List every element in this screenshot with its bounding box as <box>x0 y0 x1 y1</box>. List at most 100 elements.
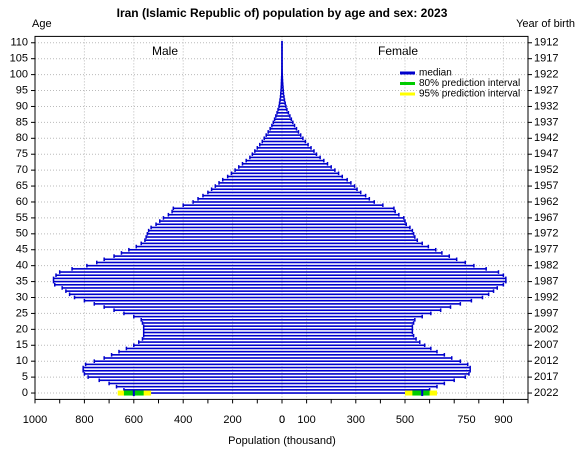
bar <box>282 389 430 391</box>
bar <box>282 191 361 194</box>
bar <box>144 239 282 241</box>
bar <box>279 105 282 108</box>
bar <box>282 261 466 264</box>
bar <box>282 379 455 382</box>
bar <box>104 306 282 308</box>
bar <box>282 382 445 385</box>
bar <box>104 258 282 261</box>
bar <box>143 328 282 331</box>
bar <box>114 309 282 312</box>
bar <box>282 143 309 146</box>
x-tick-label: 600 <box>125 414 143 426</box>
bar <box>282 112 289 114</box>
bar <box>282 242 423 245</box>
bar <box>282 229 413 232</box>
bar <box>99 379 282 382</box>
bar <box>53 277 283 280</box>
bar <box>282 369 471 372</box>
bar <box>282 277 506 280</box>
bar <box>282 296 483 299</box>
y-tick-label: 55 <box>16 212 28 224</box>
y2-tick-label: 1912 <box>534 37 558 49</box>
bar <box>104 357 282 359</box>
bar <box>282 245 429 248</box>
y2-tick-label: 2002 <box>534 323 558 335</box>
bar <box>282 162 328 165</box>
x-tick-label: 500 <box>396 414 414 426</box>
plot-frame <box>34 35 529 400</box>
bar <box>74 296 283 299</box>
bar <box>84 373 283 375</box>
bar <box>126 347 282 350</box>
bar <box>282 207 394 210</box>
bar <box>282 385 437 388</box>
bar <box>136 245 282 248</box>
y2-tick-label: 1997 <box>534 307 558 319</box>
x-tick-label: 900 <box>494 414 512 426</box>
y-tick-label: 90 <box>16 100 28 112</box>
bar <box>282 287 498 289</box>
x-tick-label: 100 <box>297 414 315 426</box>
bar <box>282 220 405 222</box>
bar <box>282 366 471 369</box>
bar <box>141 242 282 245</box>
bar <box>222 178 282 181</box>
bar <box>282 169 335 171</box>
x-axis-label: Population (thousand) <box>228 435 336 447</box>
bar <box>59 271 283 273</box>
bar <box>143 331 282 334</box>
bar <box>282 108 287 111</box>
bar <box>282 159 324 162</box>
bar <box>84 299 283 302</box>
bar <box>133 315 282 318</box>
y2-tick-label: 1922 <box>534 69 558 81</box>
bar <box>282 131 299 133</box>
bar <box>118 350 282 353</box>
bar <box>172 210 282 213</box>
bar <box>282 306 451 308</box>
bar <box>282 363 468 366</box>
bar <box>156 223 282 226</box>
bar <box>282 201 375 203</box>
bar <box>252 153 282 156</box>
bar <box>282 127 297 130</box>
bar <box>123 312 282 315</box>
bar <box>282 121 293 124</box>
bar <box>278 108 282 111</box>
bar <box>219 182 282 184</box>
bar <box>282 102 286 105</box>
y-tick-label: 110 <box>10 37 28 49</box>
bar <box>282 210 396 213</box>
y-tick-label: 80 <box>16 132 28 144</box>
y-tick-label: 85 <box>16 116 28 128</box>
bar <box>282 309 441 312</box>
bar <box>282 264 474 267</box>
bar <box>282 213 399 216</box>
y2-tick-label: 1952 <box>534 164 558 176</box>
bar <box>282 172 339 175</box>
bar <box>282 217 404 219</box>
y2-tick-label: 1992 <box>534 291 558 303</box>
bar <box>121 252 282 254</box>
bar <box>159 220 282 222</box>
bar <box>282 322 414 324</box>
bar <box>282 150 314 152</box>
bar <box>282 175 343 178</box>
bar <box>128 248 282 251</box>
bar <box>282 226 410 229</box>
y2-tick-label: 1972 <box>534 228 558 240</box>
bar <box>282 344 425 347</box>
bar <box>282 124 295 127</box>
bar <box>282 255 450 257</box>
bar <box>123 389 282 391</box>
y-tick-label: 20 <box>16 323 28 335</box>
y-tick-label: 60 <box>16 196 28 208</box>
bar <box>227 175 282 178</box>
bar <box>282 140 306 143</box>
bar <box>138 341 282 343</box>
y2-tick-label: 2012 <box>534 355 558 367</box>
bar <box>143 334 282 337</box>
bar <box>282 274 504 277</box>
y2-tick-label: 1917 <box>534 53 558 65</box>
bar <box>268 131 282 133</box>
